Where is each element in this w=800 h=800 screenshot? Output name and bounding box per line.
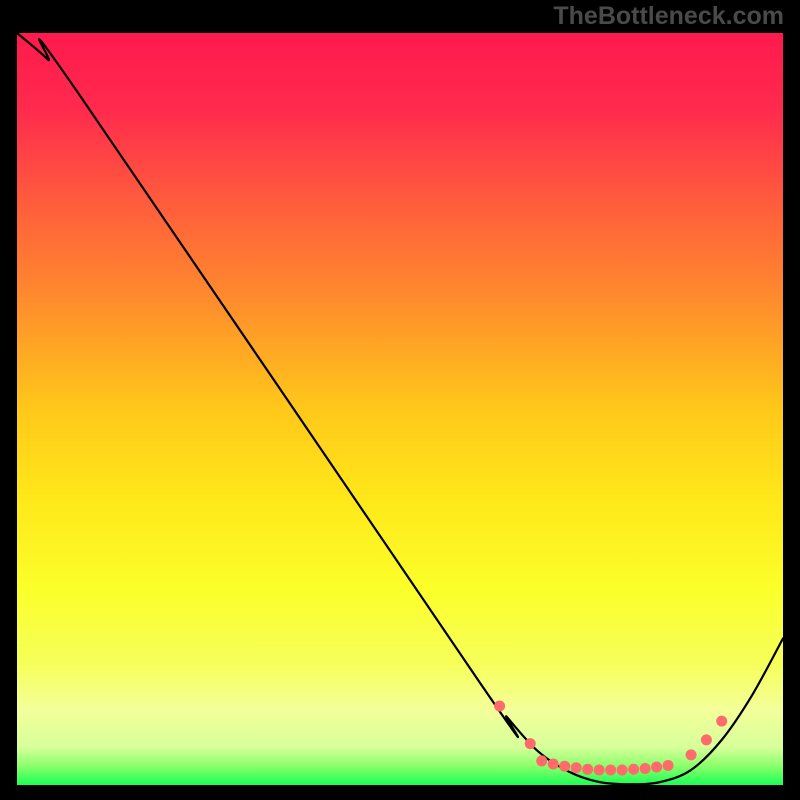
chart-container: TheBottleneck.com xyxy=(0,0,800,800)
plot-area xyxy=(17,33,783,785)
watermark-label: TheBottleneck.com xyxy=(553,2,784,31)
